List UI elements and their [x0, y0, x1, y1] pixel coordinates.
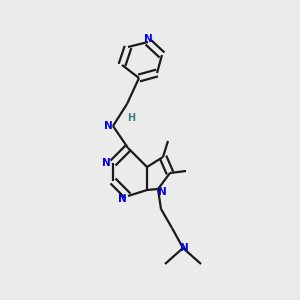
Text: N: N [180, 243, 188, 253]
Text: H: H [127, 113, 135, 123]
Text: N: N [102, 158, 110, 168]
Text: N: N [103, 121, 112, 131]
Text: N: N [144, 34, 152, 44]
Text: N: N [118, 194, 126, 204]
Text: N: N [158, 187, 166, 197]
